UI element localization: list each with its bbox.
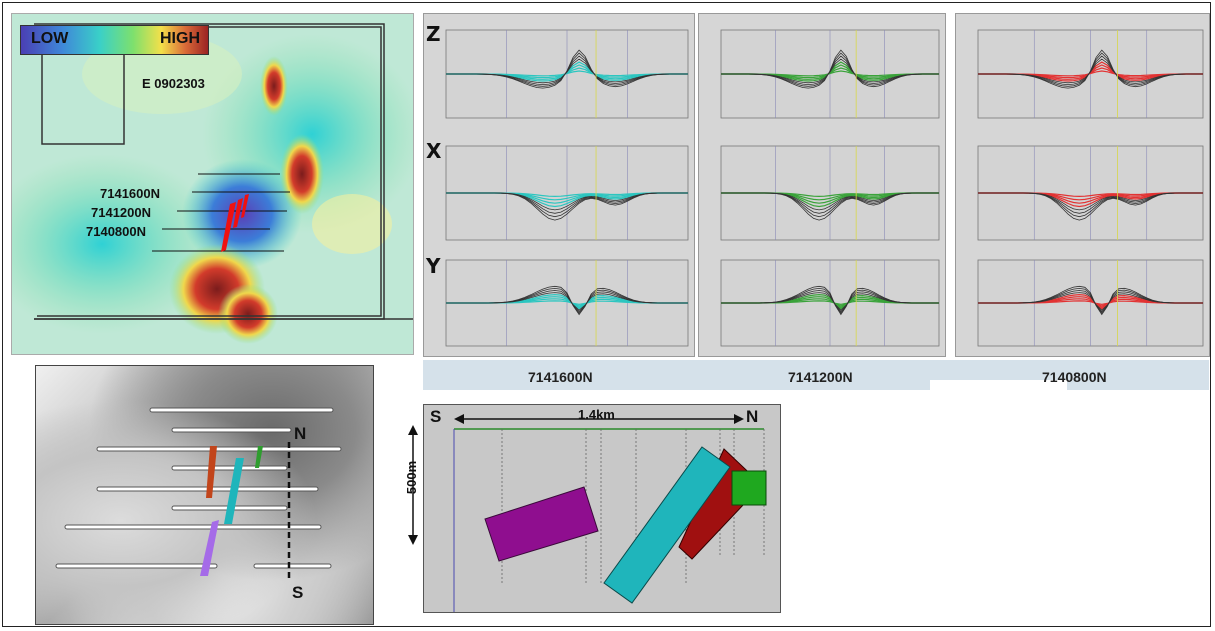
em-panel-1: Z X Y [423,13,695,357]
caption-band [423,360,1209,390]
legend-high-label: HIGH [160,30,200,47]
profile-curve [446,192,688,221]
caption-panel-1: 7141600N [528,369,593,385]
em-panel-2-plots [720,29,940,347]
caption-panel-2: 7141200N [788,369,853,385]
profile-curve [721,192,939,221]
profile-curve [446,49,688,89]
magnetic-map-image [12,14,413,354]
north-label: N [294,424,307,443]
line-label-1: 7141600N [100,186,160,201]
caption-panel-3: 7140800N [1042,369,1107,385]
cyan-conductor [224,458,244,524]
em-panel-3 [955,13,1210,357]
line-label-3: 7140800N [86,224,146,239]
cross-section-plot [453,428,767,612]
magnetic-map: LOW HIGH E 0902303 7141600N 7141200N 714… [11,13,414,355]
line-label-2: 7141200N [91,205,151,220]
legend-low-label: LOW [31,30,69,47]
profile-curve [446,285,688,316]
cross-section: S N 1.4km [423,404,781,613]
em-panel-3-plots [977,29,1204,347]
shaded-map-overlay [55,407,342,578]
section-south-label: S [430,407,442,426]
depth-label: 500m [404,460,420,495]
color-legend: LOW HIGH [20,25,209,55]
south-label: S [292,583,304,602]
component-label-z: Z [426,22,441,46]
profile-curve [721,285,939,316]
shaded-relief-map: N S [35,365,374,625]
em-panel-2 [698,13,946,357]
profile-curve [978,192,1203,221]
component-label-x: X [426,139,442,163]
section-north-label: N [746,407,759,426]
em-panel-1-plots [445,29,689,347]
distance-label: 1.4km [578,407,615,422]
caption-band-gap [930,380,1067,390]
red-conductor [206,446,217,498]
profile-curve [978,285,1203,316]
purple-conductor [200,520,219,576]
profile-curve [721,49,939,89]
distance-arrow [454,414,744,424]
purple-body [484,486,599,562]
component-label-y: Y [426,254,441,278]
green-conductor [255,446,263,468]
cyan-body [603,446,731,604]
claim-label: E 0902303 [142,76,205,91]
green-body [731,470,767,506]
profile-curve [978,49,1203,89]
depth-arrow [408,425,418,545]
